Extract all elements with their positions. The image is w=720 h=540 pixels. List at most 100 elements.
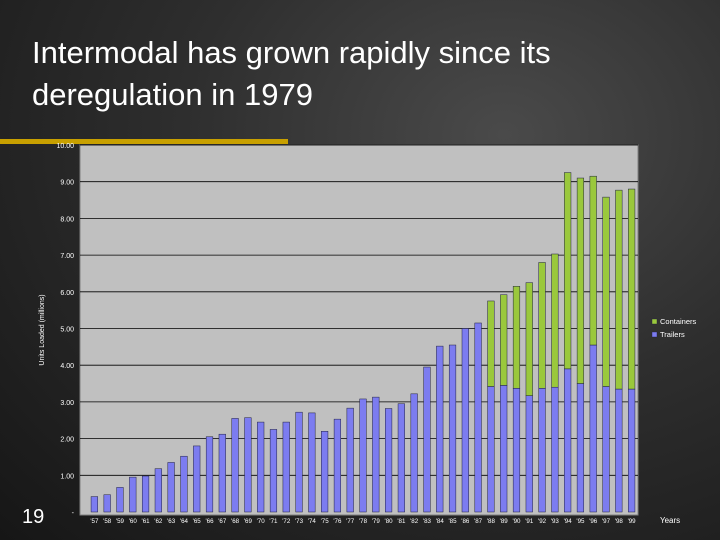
trailers-bar: [116, 487, 124, 513]
trailers-bar: [525, 395, 533, 513]
trailers-bar: [244, 417, 252, 513]
x-tick-label: '88: [487, 518, 496, 525]
x-tick-labels: '57 '58 '59 '60 '61'62 '63 '64 '65'66 '67 '68 '69 '…: [90, 518, 636, 525]
trailers-bar: [538, 388, 546, 513]
trailers-bar: [257, 421, 265, 513]
trailers-bar: [436, 345, 444, 513]
x-tick-label: '96: [589, 518, 598, 525]
x-tick-label: '60: [129, 518, 138, 525]
containers-bar: [551, 253, 559, 388]
trailers-bar: [410, 393, 418, 513]
x-tick-label: '99: [628, 518, 637, 525]
trailers-bar: [448, 344, 457, 513]
x-tick-label: '75: [321, 518, 330, 525]
x-tick-label: '93: [551, 518, 560, 525]
y-tick-label: -: [72, 510, 75, 517]
x-tick-label: '77: [346, 518, 355, 525]
legend-label-containers: Containers: [660, 317, 697, 326]
x-tick-label: '90: [512, 518, 521, 525]
containers-bar: [576, 177, 585, 384]
trailers-bar: [103, 494, 111, 513]
trailers-bar: [564, 368, 572, 513]
containers-bar: [487, 300, 495, 387]
legend-swatch-trailers: [651, 331, 658, 338]
trailers-bar: [308, 412, 316, 513]
y-tick-label: 3.00: [60, 400, 74, 407]
trailers-bar: [359, 398, 367, 513]
x-tick-label: '66: [205, 518, 214, 525]
x-tick-label: '91: [525, 518, 534, 525]
y-tick-label: 2.00: [60, 437, 74, 444]
x-tick-label: '68: [231, 518, 240, 525]
x-tick-label: '70: [257, 518, 266, 525]
containers-bar: [500, 294, 508, 386]
trailers-bar: [295, 411, 303, 513]
x-tick-label: '78: [359, 518, 368, 525]
trailers-bar: [461, 328, 469, 513]
x-tick-label: '63: [167, 518, 176, 525]
y-tick-labels: - 1.00 2.00 3.00 4.00 5.00 6.00 7.00 8.00 9.00 10.…: [56, 143, 74, 517]
trailers-bar: [372, 396, 380, 513]
y-tick-label: 5.00: [60, 327, 74, 334]
x-tick-label: '81: [397, 518, 406, 525]
x-tick-label: '95: [576, 518, 585, 525]
containers-bar: [602, 196, 610, 387]
y-tick-label: 7.00: [60, 253, 74, 260]
trailers-bar: [231, 418, 239, 513]
x-tick-label: '89: [500, 518, 509, 525]
x-tick-label: '58: [103, 518, 112, 525]
x-tick-label: '59: [116, 518, 125, 525]
trailers-bar: [397, 403, 405, 513]
x-tick-label: '79: [372, 518, 381, 525]
trailers-bar: [282, 421, 290, 513]
x-tick-label: '73: [295, 518, 304, 525]
x-tick-label: '65: [193, 518, 202, 525]
x-tick-label: '76: [333, 518, 342, 525]
containers-bar: [589, 175, 597, 346]
x-axis-title: Years: [660, 516, 680, 525]
trailers-bar: [423, 366, 431, 513]
trailers-bar: [500, 385, 508, 513]
bars: [90, 172, 636, 513]
legend: Containers Trailers: [651, 317, 697, 339]
y-tick-label: 1.00: [60, 473, 74, 480]
trailers-bar: [333, 418, 341, 513]
x-tick-label: '71: [269, 518, 278, 525]
trailers-bar: [474, 322, 482, 513]
y-tick-label: 10.00: [56, 143, 74, 150]
trailers-bar: [602, 386, 610, 513]
trailers-bar: [218, 433, 226, 513]
trailers-bar: [487, 386, 495, 513]
trailers-bar: [180, 455, 188, 513]
slide-title: Intermodal has grown rapidly since its d…: [32, 35, 551, 112]
x-tick-label: '62: [154, 518, 163, 525]
x-tick-label: '82: [410, 518, 419, 525]
containers-bar: [512, 286, 521, 389]
containers-bar: [564, 172, 572, 370]
trailers-bar: [90, 496, 98, 513]
x-tick-label: '84: [436, 518, 445, 525]
x-tick-label: '87: [474, 518, 483, 525]
trailers-bar: [589, 344, 597, 513]
x-tick-label: '92: [538, 518, 547, 525]
y-tick-label: 4.00: [60, 363, 74, 370]
containers-bar: [628, 188, 636, 390]
x-tick-label: '69: [244, 518, 253, 525]
trailers-bar: [576, 383, 585, 513]
trailers-bar: [321, 431, 329, 513]
slide-number: 19: [22, 506, 45, 528]
trailers-bar: [346, 407, 354, 513]
trailers-bar: [385, 408, 393, 513]
trailers-bar: [551, 386, 559, 513]
x-tick-label: '85: [448, 518, 457, 525]
trailers-bar: [205, 436, 214, 513]
x-tick-label: '83: [423, 518, 432, 525]
y-tick-label: 8.00: [60, 216, 74, 223]
trailers-bar: [269, 429, 278, 513]
x-tick-label: '74: [308, 518, 317, 525]
trailers-bar: [512, 388, 521, 513]
containers-bar: [525, 282, 533, 396]
x-tick-label: '72: [282, 518, 291, 525]
x-tick-label: '80: [385, 518, 394, 525]
